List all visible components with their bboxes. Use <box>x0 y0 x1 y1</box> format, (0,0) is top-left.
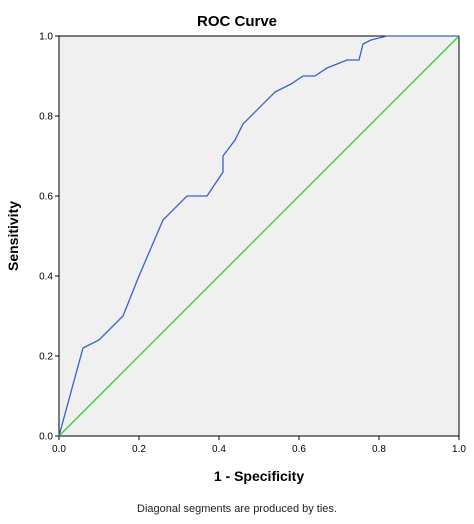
y-tick-label: 1.0 <box>39 32 53 43</box>
roc-curve-line <box>58 35 459 437</box>
footnote: Diagonal segments are produced by ties. <box>137 503 337 515</box>
x-axis-label: 1 - Specificity <box>214 468 304 484</box>
y-tick-label: 0.2 <box>39 352 53 363</box>
x-tick-label: 0.6 <box>292 444 306 455</box>
series-layer <box>58 35 460 437</box>
x-tick-label: 1.0 <box>452 444 466 455</box>
y-axis: 0.0 0.2 0.4 0.6 0.8 1.0 <box>39 32 59 443</box>
y-tick-label: 0.8 <box>39 112 53 123</box>
y-tick-label: 0.4 <box>39 272 53 283</box>
y-tick-label: 0.0 <box>39 432 53 443</box>
x-tick-label: 0.8 <box>372 444 386 455</box>
y-axis-label: Sensitivity <box>5 201 21 271</box>
y-tick-label: 0.6 <box>39 192 53 203</box>
x-axis: 0.0 0.2 0.4 0.6 0.8 1.0 <box>52 436 466 455</box>
x-tick-label: 0.2 <box>132 444 146 455</box>
x-tick-label: 0.4 <box>212 444 226 455</box>
reference-diagonal-line <box>58 35 460 437</box>
chart-title: ROC Curve <box>197 13 277 30</box>
x-tick-label: 0.0 <box>52 444 66 455</box>
